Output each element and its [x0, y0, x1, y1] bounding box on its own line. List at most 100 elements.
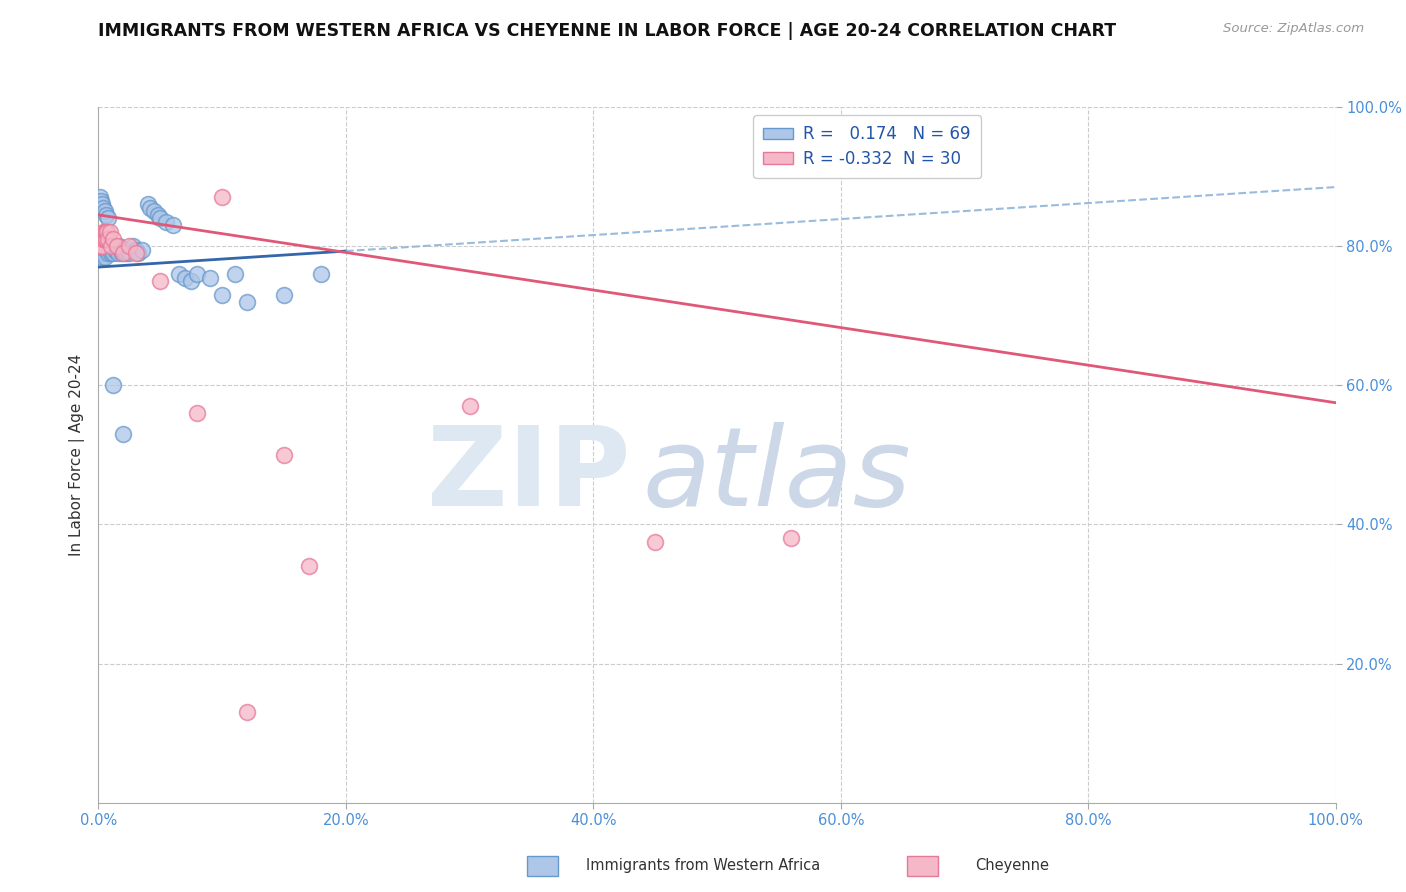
Point: [127, 246, 149, 260]
Point: [103, 246, 125, 260]
Point: [104, 239, 127, 253]
Point: [90, 194, 112, 208]
Point: [107, 246, 129, 260]
Point: [131, 243, 153, 257]
Point: [90, 239, 112, 253]
Point: [103, 232, 125, 246]
Point: [143, 204, 166, 219]
Point: [94, 225, 117, 239]
Point: [100, 239, 122, 253]
Point: [94, 232, 117, 246]
Point: [93, 232, 115, 246]
Point: [97, 232, 120, 246]
Point: [112, 243, 135, 257]
Point: [103, 378, 125, 392]
Point: [236, 294, 259, 309]
Point: [124, 243, 146, 257]
Point: [211, 288, 233, 302]
Text: IMMIGRANTS FROM WESTERN AFRICA VS CHEYENNE IN LABOR FORCE | AGE 20-24 CORRELATIO: IMMIGRANTS FROM WESTERN AFRICA VS CHEYEN…: [98, 22, 1116, 40]
Point: [90, 243, 112, 257]
Point: [155, 215, 177, 229]
Point: [93, 225, 115, 239]
Legend: R =   0.174   N = 69, R = -0.332  N = 30: R = 0.174 N = 69, R = -0.332 N = 30: [754, 115, 981, 178]
Point: [162, 219, 184, 233]
Point: [91, 246, 114, 260]
Point: [236, 706, 259, 720]
Point: [111, 246, 134, 260]
Point: [91, 239, 114, 253]
Point: [91, 250, 114, 264]
Point: [298, 559, 321, 574]
Point: [93, 232, 115, 246]
Point: [93, 239, 115, 253]
Point: [100, 246, 122, 260]
Point: [93, 239, 115, 253]
Point: [458, 399, 481, 413]
Point: [94, 208, 117, 222]
Point: [98, 225, 121, 239]
Point: [117, 243, 139, 257]
Point: [93, 243, 115, 257]
Point: [309, 267, 332, 281]
Point: [91, 232, 114, 246]
Point: [91, 197, 114, 211]
Point: [89, 239, 111, 253]
Point: [93, 201, 115, 215]
Point: [89, 190, 111, 204]
Text: Cheyenne: Cheyenne: [976, 858, 1049, 872]
Point: [124, 246, 146, 260]
Point: [167, 267, 190, 281]
Point: [273, 288, 295, 302]
Point: [90, 232, 112, 246]
Point: [103, 239, 125, 253]
Point: [136, 197, 159, 211]
Point: [96, 239, 118, 253]
Point: [118, 239, 141, 253]
Point: [780, 532, 803, 546]
Point: [112, 246, 135, 260]
Point: [186, 406, 208, 420]
Point: [100, 239, 122, 253]
Point: [101, 243, 124, 257]
Point: [94, 243, 117, 257]
Point: [122, 239, 145, 253]
Point: [96, 243, 118, 257]
Point: [146, 208, 169, 222]
Point: [93, 250, 115, 264]
Point: [97, 246, 120, 260]
Point: [89, 246, 111, 260]
Point: [89, 239, 111, 253]
Text: ZIP: ZIP: [427, 422, 630, 529]
Point: [180, 274, 202, 288]
Point: [96, 225, 118, 239]
Point: [94, 239, 117, 253]
Point: [149, 211, 172, 226]
Point: [108, 239, 131, 253]
Point: [273, 448, 295, 462]
Point: [90, 246, 112, 260]
Point: [211, 190, 233, 204]
Point: [644, 535, 666, 549]
Point: [118, 246, 141, 260]
Point: [174, 270, 197, 285]
Point: [105, 243, 128, 257]
Point: [98, 243, 121, 257]
Point: [139, 201, 162, 215]
Text: atlas: atlas: [643, 422, 911, 529]
Point: [91, 239, 114, 253]
Point: [91, 243, 114, 257]
Point: [93, 246, 115, 260]
Point: [198, 270, 221, 285]
Point: [224, 267, 246, 281]
Point: [103, 243, 125, 257]
Point: [89, 232, 111, 246]
Point: [97, 243, 120, 257]
Point: [114, 246, 136, 260]
Point: [112, 427, 135, 442]
Point: [93, 204, 115, 219]
Point: [89, 243, 111, 257]
Text: Source: ZipAtlas.com: Source: ZipAtlas.com: [1223, 22, 1364, 36]
Y-axis label: In Labor Force | Age 20-24: In Labor Force | Age 20-24: [69, 354, 84, 556]
Point: [93, 225, 115, 239]
Point: [110, 243, 132, 257]
